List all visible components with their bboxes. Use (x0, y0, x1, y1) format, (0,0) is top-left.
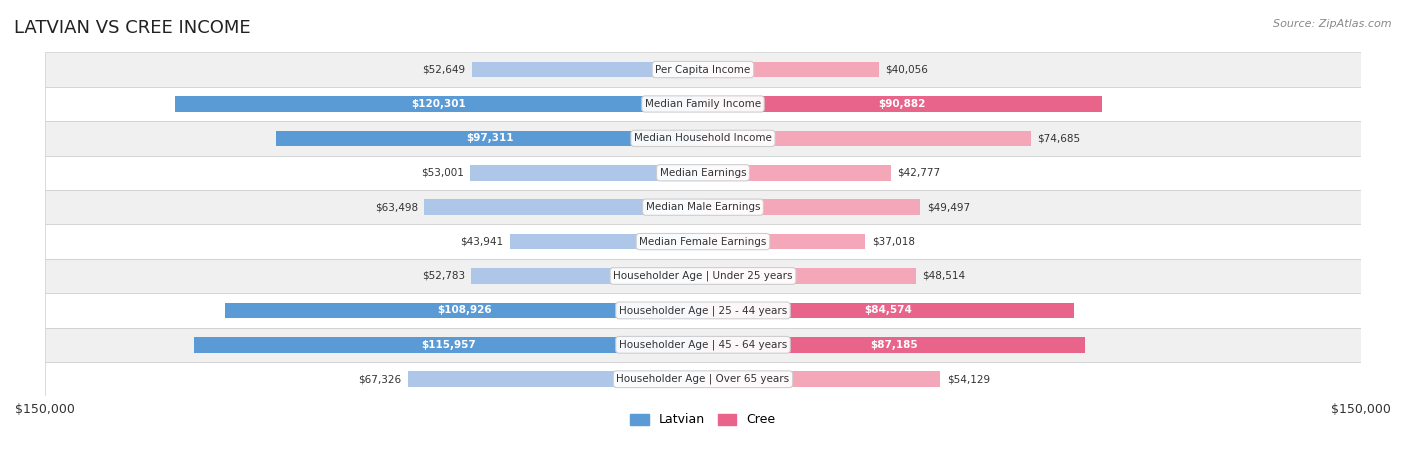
Bar (45, 293, 1361, 328)
Text: $115,957: $115,957 (422, 340, 477, 350)
Text: Median Household Income: Median Household Income (634, 134, 772, 143)
Bar (471, 268, 703, 284)
Bar (45, 328, 1361, 362)
Bar (703, 371, 941, 387)
Bar (703, 131, 1031, 146)
Text: $48,514: $48,514 (922, 271, 966, 281)
Bar (472, 62, 703, 78)
Text: $120,301: $120,301 (412, 99, 467, 109)
Bar (703, 165, 890, 181)
Bar (276, 131, 703, 146)
Bar (703, 337, 1085, 353)
Bar (45, 259, 1361, 293)
Bar (45, 87, 1361, 121)
Bar (703, 96, 1102, 112)
Bar (703, 268, 915, 284)
Bar (510, 234, 703, 249)
Text: $84,574: $84,574 (865, 305, 912, 315)
Bar (45, 362, 1361, 396)
Bar (408, 371, 703, 387)
Text: Median Female Earnings: Median Female Earnings (640, 237, 766, 247)
Text: $97,311: $97,311 (465, 134, 513, 143)
Bar (703, 234, 866, 249)
Text: $90,882: $90,882 (879, 99, 927, 109)
Text: $108,926: $108,926 (437, 305, 491, 315)
Bar (703, 303, 1074, 318)
Text: Householder Age | 45 - 64 years: Householder Age | 45 - 64 years (619, 340, 787, 350)
Text: $52,783: $52,783 (422, 271, 465, 281)
Text: $40,056: $40,056 (886, 64, 928, 75)
Text: $53,001: $53,001 (420, 168, 464, 178)
Text: Median Earnings: Median Earnings (659, 168, 747, 178)
Text: Source: ZipAtlas.com: Source: ZipAtlas.com (1274, 19, 1392, 28)
Text: $63,498: $63,498 (375, 202, 418, 212)
Bar (45, 156, 1361, 190)
Text: Per Capita Income: Per Capita Income (655, 64, 751, 75)
Bar (225, 303, 703, 318)
Bar (703, 199, 920, 215)
Bar (176, 96, 703, 112)
Text: Median Family Income: Median Family Income (645, 99, 761, 109)
Text: $67,326: $67,326 (359, 374, 401, 384)
Text: LATVIAN VS CREE INCOME: LATVIAN VS CREE INCOME (14, 19, 250, 37)
Text: $54,129: $54,129 (948, 374, 990, 384)
Bar (425, 199, 703, 215)
Text: Householder Age | Under 25 years: Householder Age | Under 25 years (613, 271, 793, 281)
Bar (703, 62, 879, 78)
Text: $74,685: $74,685 (1038, 134, 1080, 143)
Text: $37,018: $37,018 (872, 237, 915, 247)
Bar (45, 52, 1361, 87)
Text: $52,649: $52,649 (422, 64, 465, 75)
Text: $87,185: $87,185 (870, 340, 918, 350)
Bar (471, 165, 703, 181)
Bar (45, 121, 1361, 156)
Text: Householder Age | 25 - 44 years: Householder Age | 25 - 44 years (619, 305, 787, 316)
Text: $42,777: $42,777 (897, 168, 941, 178)
Bar (45, 224, 1361, 259)
Text: Householder Age | Over 65 years: Householder Age | Over 65 years (616, 374, 790, 384)
Text: Median Male Earnings: Median Male Earnings (645, 202, 761, 212)
Bar (45, 190, 1361, 224)
Legend: Latvian, Cree: Latvian, Cree (626, 409, 780, 432)
Bar (194, 337, 703, 353)
Text: $43,941: $43,941 (461, 237, 503, 247)
Text: $49,497: $49,497 (927, 202, 970, 212)
